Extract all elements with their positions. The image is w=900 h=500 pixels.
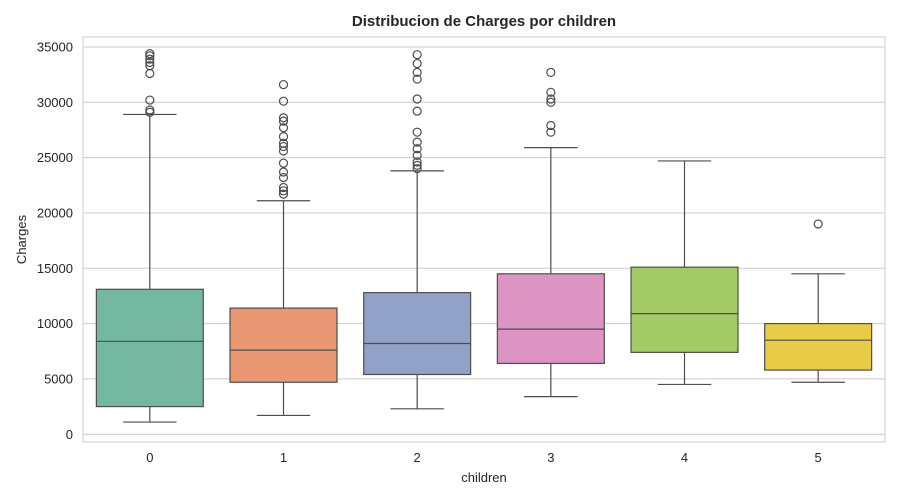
x-tick-label-4: 4	[681, 450, 688, 465]
outlier-point	[278, 141, 289, 152]
y-tick-labels: 0 5000 10000 15000 20000 25000 30000 35000	[37, 39, 73, 441]
y-tick-label-30000: 30000	[37, 95, 73, 110]
x-axis-label: children	[461, 470, 507, 485]
outlier-point	[145, 57, 155, 68]
box-group-2	[363, 50, 472, 410]
outlier-point	[278, 167, 289, 177]
outlier-point	[412, 164, 422, 174]
box-group-4	[630, 160, 739, 386]
outlier-point	[412, 137, 422, 147]
y-tick-label-15000: 15000	[37, 261, 73, 276]
box-iqr	[229, 307, 338, 383]
x-tick-label-5: 5	[815, 450, 822, 465]
outlier-point	[412, 67, 422, 78]
x-tick-labels: 0 1 2 3 4 5	[146, 450, 822, 465]
outlier-point	[145, 105, 155, 115]
box-iqr	[496, 273, 605, 365]
outlier-point	[412, 94, 422, 104]
box-iqr	[764, 322, 873, 371]
chart-title: Distribucion de Charges por children	[352, 13, 616, 30]
box-iqr	[363, 292, 472, 376]
outlier-point	[412, 160, 422, 170]
outlier-point	[546, 127, 556, 137]
y-tick-label-35000: 35000	[37, 39, 73, 54]
box-group-0	[95, 48, 204, 423]
outlier-point	[278, 189, 289, 199]
box-group-5	[764, 219, 873, 383]
outlier-point	[546, 67, 556, 78]
outlier-point	[278, 158, 289, 168]
box-iqr	[630, 266, 739, 353]
outlier-point	[278, 79, 289, 90]
outlier-point	[278, 131, 289, 142]
outlier-point	[412, 157, 422, 167]
outlier-point	[278, 116, 289, 126]
box-group-1	[229, 79, 338, 417]
plot-frame	[82, 36, 886, 443]
y-tick-label-25000: 25000	[37, 150, 73, 165]
outlier-point	[278, 96, 289, 106]
outlier-point	[278, 138, 289, 148]
outlier-point	[412, 74, 422, 84]
y-tick-label-0: 0	[66, 427, 73, 442]
outlier-point	[546, 94, 556, 104]
outlier-point	[145, 68, 155, 79]
outlier-point	[145, 48, 155, 59]
outlier-point	[546, 97, 556, 107]
y-tick-label-20000: 20000	[37, 205, 73, 220]
outlier-point	[412, 144, 422, 154]
outlier-point	[145, 54, 155, 64]
outlier-point	[546, 120, 556, 131]
box-iqr	[95, 288, 204, 408]
outlier-point	[145, 61, 155, 71]
outlier-point	[412, 150, 422, 161]
outlier-point	[412, 106, 422, 116]
outlier-point	[278, 186, 289, 196]
y-axis-label: Charges	[14, 214, 29, 264]
x-tick-label-2: 2	[414, 450, 421, 465]
gridlines	[83, 46, 885, 435]
y-tick-label-10000: 10000	[37, 316, 73, 331]
box-group-3	[496, 67, 605, 398]
outlier-point	[412, 50, 422, 60]
outlier-point	[278, 182, 289, 193]
outlier-point	[546, 87, 556, 97]
y-tick-label-5000: 5000	[44, 371, 73, 386]
boxes	[95, 48, 873, 423]
outlier-point	[278, 172, 289, 183]
x-tick-label-1: 1	[280, 450, 287, 465]
outlier-point	[813, 219, 823, 229]
x-tick-label-3: 3	[547, 450, 554, 465]
x-tick-label-0: 0	[146, 450, 153, 465]
outlier-point	[145, 95, 155, 105]
outlier-point	[412, 58, 422, 69]
outlier-point	[278, 123, 289, 133]
outlier-point	[278, 113, 289, 123]
outlier-point	[412, 127, 422, 137]
